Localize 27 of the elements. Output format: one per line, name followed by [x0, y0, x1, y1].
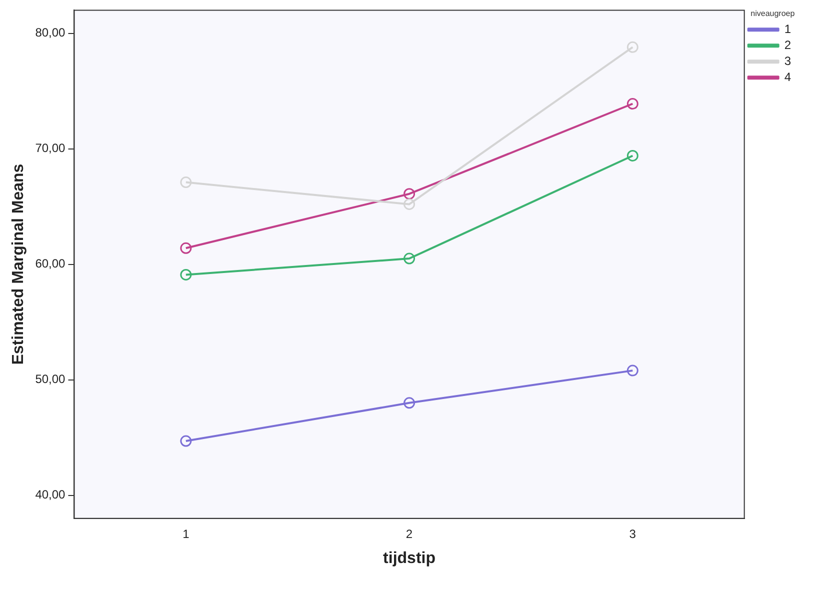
y-tick-label: 50,00 — [35, 372, 66, 386]
point — [626, 98, 638, 110]
point — [626, 41, 638, 53]
point — [404, 198, 416, 210]
y-tick-label: 40,00 — [35, 488, 66, 502]
point — [180, 242, 192, 254]
y-tick-label: 70,00 — [35, 141, 66, 156]
y-tick-label: 60,00 — [35, 256, 66, 271]
legend-label: 4 — [784, 70, 792, 84]
legend-label: 2 — [784, 38, 792, 52]
y-tick-label: 80,00 — [35, 26, 66, 40]
point — [180, 435, 192, 447]
legend-title: niveaugroep — [750, 9, 796, 18]
y-axis-title: Estimated Marginal Means — [10, 164, 28, 365]
point — [180, 268, 192, 280]
x-axis-title: tijdstip — [383, 550, 436, 567]
point — [404, 397, 416, 409]
x-tick-label: 1 — [182, 526, 190, 541]
point — [626, 150, 638, 162]
legend-label: 3 — [784, 54, 792, 68]
legend-label: 1 — [784, 22, 792, 36]
x-tick-label: 3 — [629, 526, 636, 541]
point — [626, 364, 638, 376]
point — [180, 176, 192, 188]
point — [404, 188, 416, 200]
point — [404, 252, 416, 264]
x-tick-label: 2 — [406, 526, 413, 541]
